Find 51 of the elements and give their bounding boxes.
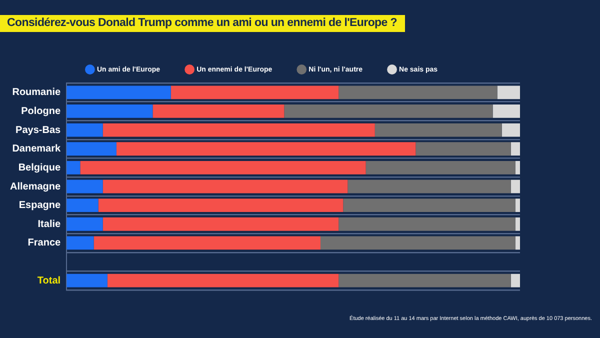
bar (66, 104, 153, 118)
y-tick-label: Total (37, 275, 61, 286)
bar (510, 142, 520, 156)
bar (102, 217, 339, 231)
bar (338, 217, 516, 231)
bar (66, 180, 103, 194)
bar (284, 104, 493, 118)
bar (102, 180, 348, 194)
bar (66, 86, 171, 100)
y-tick-label: Italie (38, 218, 61, 230)
bar (80, 160, 366, 174)
bar (343, 198, 516, 212)
bar (510, 180, 520, 194)
bar (374, 123, 502, 137)
y-tick-label: Pologne (21, 106, 61, 117)
bar (66, 236, 94, 250)
bar (66, 274, 108, 288)
bar (366, 160, 516, 174)
bar (116, 142, 416, 156)
bar (515, 198, 520, 212)
y-tick-label: Pays-Bas (16, 124, 62, 136)
y-tick-label: Danemark (12, 144, 62, 155)
bar (416, 142, 511, 156)
bar (338, 86, 498, 100)
bar (497, 86, 520, 100)
bar (492, 104, 520, 118)
bar (107, 274, 339, 288)
bar (502, 123, 520, 137)
y-tick-label: Belgique (18, 162, 61, 174)
y-tick-label: Espagne (18, 200, 61, 212)
bar (66, 142, 116, 156)
bar (338, 274, 511, 288)
bar (170, 86, 339, 100)
bar (98, 198, 344, 212)
bar (515, 160, 520, 174)
bar (94, 236, 320, 250)
bar (66, 198, 98, 212)
y-tick-label: Roumanie (12, 87, 62, 98)
bar (510, 274, 520, 288)
y-tick-label: Allemagne (10, 181, 62, 192)
bar (515, 236, 520, 250)
bar (102, 123, 375, 137)
bar (320, 236, 516, 250)
chart-title: Considérez-vous Donald Trump comme un ami ou un ennemi de l'Europe ? (0, 15, 405, 29)
y-tick-label: France (28, 238, 62, 249)
bar (66, 123, 103, 137)
bar (152, 104, 284, 118)
bar (66, 160, 80, 174)
bar (66, 217, 103, 231)
bar (515, 217, 520, 231)
bar (348, 180, 511, 194)
